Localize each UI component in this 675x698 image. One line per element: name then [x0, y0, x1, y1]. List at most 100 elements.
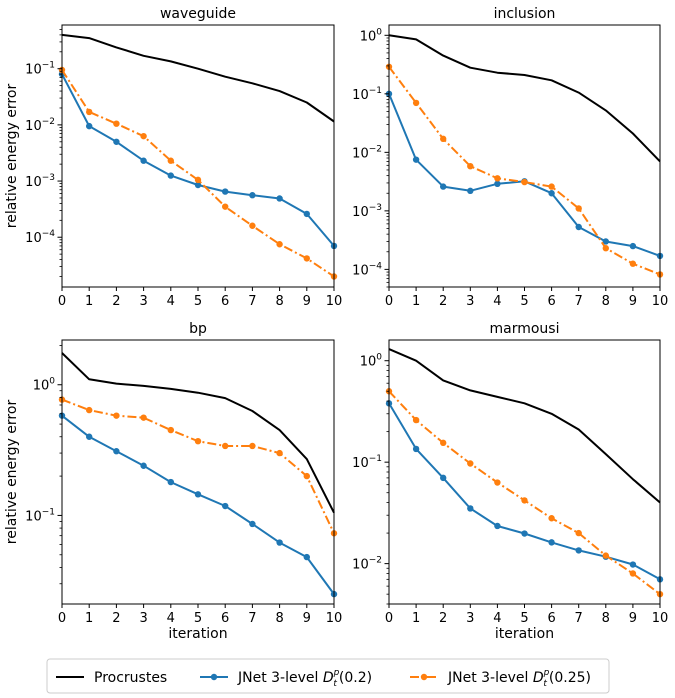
legend-label: Procrustes	[94, 670, 167, 686]
y-tick-label: 10−1	[25, 507, 55, 524]
data-point	[167, 157, 174, 164]
data-point	[494, 522, 501, 530]
data-point	[222, 442, 229, 450]
series-line	[61, 398, 335, 534]
x-tick-label: 0	[58, 294, 66, 309]
data-point	[602, 245, 609, 252]
series-line	[61, 69, 335, 278]
legend-label: JNet 3-level Dp t (0.2)	[237, 668, 372, 689]
data-point	[140, 462, 147, 469]
data-point	[494, 180, 501, 188]
series-line	[61, 73, 335, 247]
data-point	[194, 491, 202, 498]
data-point	[575, 205, 582, 212]
data-point	[467, 162, 474, 170]
data-point	[167, 478, 174, 486]
data-point	[194, 437, 202, 445]
x-tick-label: 3	[466, 294, 474, 309]
data-point	[276, 539, 283, 546]
x-tick-label: 6	[221, 294, 229, 309]
data-point	[303, 210, 310, 218]
data-point	[521, 530, 528, 537]
y-tick-label: 10−1	[25, 61, 55, 78]
x-axis-label: iteration	[168, 626, 227, 642]
subplot-title: waveguide	[160, 6, 236, 22]
x-tick-label: 9	[629, 611, 637, 626]
data-point	[222, 188, 229, 195]
y-tick-label: 10−4	[25, 229, 55, 246]
x-tick-label: 1	[85, 294, 93, 309]
x-tick-label: 0	[385, 294, 393, 309]
plot-frame	[61, 24, 335, 288]
x-tick-label: 2	[112, 294, 120, 309]
data-point	[140, 414, 147, 421]
data-point	[494, 479, 501, 486]
series-line	[388, 402, 661, 581]
data-point	[303, 255, 310, 262]
data-point	[521, 178, 528, 186]
series-line	[388, 34, 661, 163]
series-line	[388, 348, 661, 504]
data-point	[140, 157, 147, 164]
x-tick-label: 2	[112, 611, 120, 626]
x-tick-label: 0	[385, 611, 393, 626]
subplot-waveguide: waveguide 0 1 2 3 4 5 6 7 8 9 10 10−1 10−2 10−3 10−4 rel…	[4, 6, 342, 309]
x-tick-label: 1	[412, 294, 420, 309]
data-point	[548, 515, 555, 522]
y-axis-label: relative energy error	[4, 84, 20, 229]
data-point	[249, 520, 256, 528]
plot-frame	[61, 339, 335, 605]
data-point	[113, 412, 120, 419]
x-tick-label: 7	[575, 611, 583, 626]
x-tick-label: 5	[520, 611, 528, 626]
data-point	[86, 122, 93, 130]
data-point	[303, 472, 310, 480]
data-point	[303, 553, 310, 561]
series-line	[61, 352, 335, 514]
data-point	[629, 260, 637, 267]
data-point	[440, 439, 447, 447]
y-tick-label: 10−3	[352, 203, 382, 220]
data-point	[167, 426, 174, 434]
x-tick-label: 8	[602, 294, 610, 309]
data-point	[249, 222, 256, 229]
x-tick-label: 10	[326, 611, 343, 626]
data-point	[222, 203, 229, 210]
x-tick-label: 9	[629, 294, 637, 309]
x-tick-label: 8	[275, 611, 283, 626]
data-point	[521, 497, 528, 504]
x-tick-label: 3	[466, 611, 474, 626]
data-point	[548, 183, 555, 190]
series-line	[388, 93, 661, 257]
y-tick-label: 100	[360, 27, 383, 44]
x-tick-label: 5	[520, 294, 528, 309]
plot-frame	[388, 24, 661, 288]
data-point	[602, 238, 609, 245]
y-tick-label: 10−2	[352, 144, 382, 161]
x-tick-label: 8	[275, 294, 283, 309]
data-point	[575, 529, 582, 537]
x-tick-label: 4	[493, 294, 501, 309]
data-point	[440, 135, 447, 143]
legend-label: JNet 3-level Dp t (0.25)	[447, 668, 591, 689]
x-tick-label: 6	[547, 611, 555, 626]
legend-marker	[420, 673, 428, 681]
subplot-inclusion: inclusion 0 1 2 3 4 5 6 7 8 9 10 100 10−1 10−2 10−3 10−4	[352, 6, 668, 309]
data-point	[113, 120, 120, 127]
y-tick-label: 10−2	[25, 117, 55, 134]
x-tick-label: 7	[248, 611, 256, 626]
data-point	[629, 242, 637, 250]
data-point	[276, 449, 283, 457]
x-tick-label: 1	[412, 611, 420, 626]
y-tick-label: 100	[33, 377, 56, 394]
data-point	[467, 187, 474, 195]
data-point	[249, 192, 256, 199]
x-tick-label: 1	[85, 611, 93, 626]
x-tick-label: 4	[167, 611, 175, 626]
legend: Procrustes JNet 3-level Dp t (0.2) JNet 3-le…	[46, 658, 610, 694]
data-point	[113, 138, 120, 145]
x-tick-label: 6	[547, 294, 555, 309]
x-tick-label: 10	[652, 611, 669, 626]
y-tick-label: 10−1	[352, 86, 382, 103]
